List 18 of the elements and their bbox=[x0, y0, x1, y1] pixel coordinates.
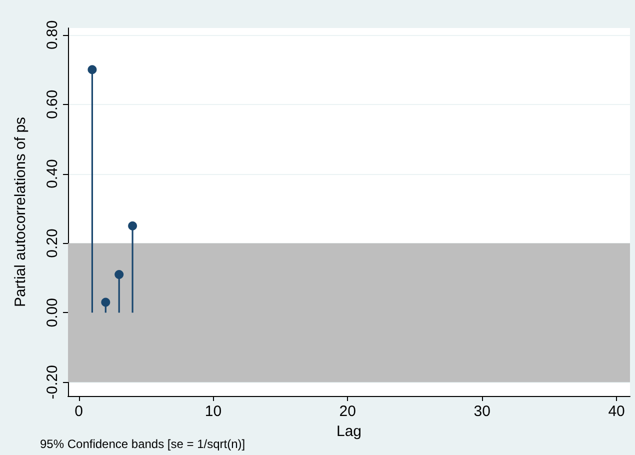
x-tick-label: 0 bbox=[74, 403, 83, 420]
y-tick-label: -0.20 bbox=[44, 365, 61, 400]
y-tick-label: 0.40 bbox=[44, 159, 61, 188]
point bbox=[128, 221, 138, 230]
y-axis-title: Partial autocorrelations of ps bbox=[12, 116, 29, 308]
y-tick-label: 0.60 bbox=[44, 90, 61, 119]
x-tick-label: 40 bbox=[608, 403, 625, 420]
x-axis-title: Lag bbox=[336, 422, 362, 440]
point bbox=[88, 65, 97, 74]
x-tick-label: 20 bbox=[339, 403, 356, 420]
point bbox=[101, 298, 110, 307]
text: 95% Confidence bands [se = 1/sqrt(n)] bbox=[40, 437, 246, 451]
y-tick-label: 0.00 bbox=[44, 298, 61, 328]
point bbox=[114, 270, 124, 279]
x-tick-label: 10 bbox=[204, 403, 222, 420]
y-tick-label: 0.20 bbox=[44, 228, 61, 258]
y-tick-label: 0.80 bbox=[44, 20, 61, 50]
x-tick-label: 30 bbox=[474, 403, 490, 420]
